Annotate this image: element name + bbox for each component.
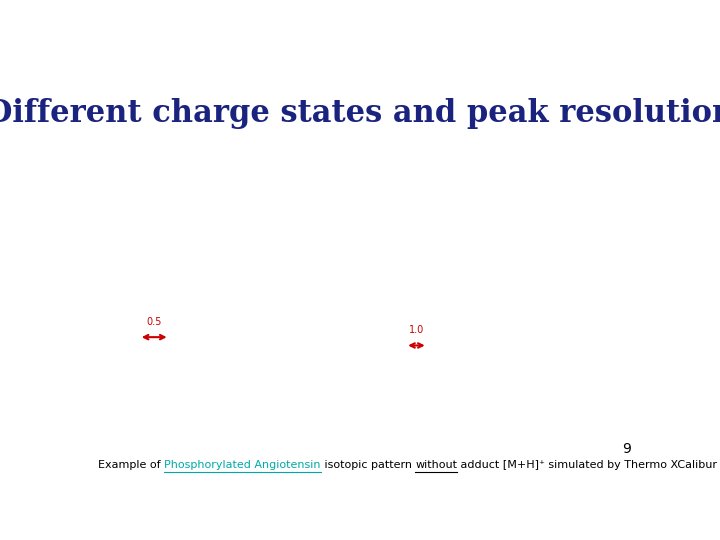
Text: 9: 9: [622, 442, 631, 456]
Text: Example of: Example of: [99, 460, 164, 470]
Text: without: without: [415, 460, 457, 470]
Text: adduct [M+H]⁺ simulated by Thermo XCalibur: adduct [M+H]⁺ simulated by Thermo XCalib…: [457, 460, 718, 470]
Text: isotopic pattern: isotopic pattern: [321, 460, 415, 470]
Text: Different charge states and peak resolutions: Different charge states and peak resolut…: [0, 98, 720, 129]
Text: Phosphorylated Angiotensin: Phosphorylated Angiotensin: [164, 460, 321, 470]
Text: 1.0: 1.0: [409, 325, 424, 335]
Text: 0.5: 0.5: [146, 317, 162, 327]
